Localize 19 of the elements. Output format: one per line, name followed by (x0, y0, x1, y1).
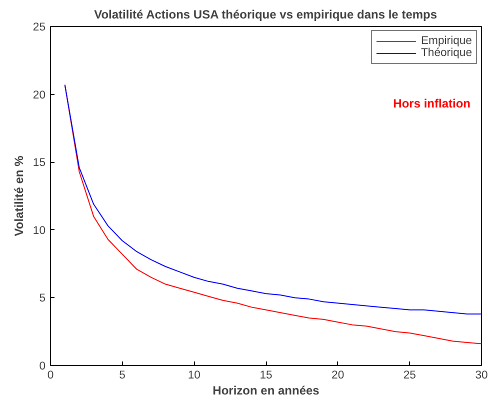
y-tick-label: 15 (32, 157, 46, 170)
legend-label: Empirique (420, 35, 472, 47)
x-axis-title: Horizon en années (212, 384, 320, 398)
x-tick-label: 0 (47, 370, 54, 382)
y-tick-label: 5 (39, 292, 46, 305)
y-axis-title: Volatilité en % (12, 155, 26, 236)
x-tick-label: 15 (260, 370, 272, 382)
y-tick-label: 10 (32, 224, 46, 237)
y-tick-label: 0 (39, 360, 46, 372)
annotation: Hors inflation (393, 96, 471, 110)
x-tick-label: 25 (403, 370, 416, 382)
x-tick-label: 20 (332, 370, 344, 382)
x-tick-label: 10 (188, 370, 200, 382)
x-tick-label: 30 (475, 370, 488, 382)
y-tick-label: 20 (32, 89, 46, 102)
y-tick-label: 25 (32, 22, 46, 34)
legend-label: Théorique (420, 47, 472, 59)
x-tick-label: 5 (119, 370, 126, 382)
chart-title: Volatilité Actions USA théorique vs empirique dans le temps (94, 8, 438, 22)
